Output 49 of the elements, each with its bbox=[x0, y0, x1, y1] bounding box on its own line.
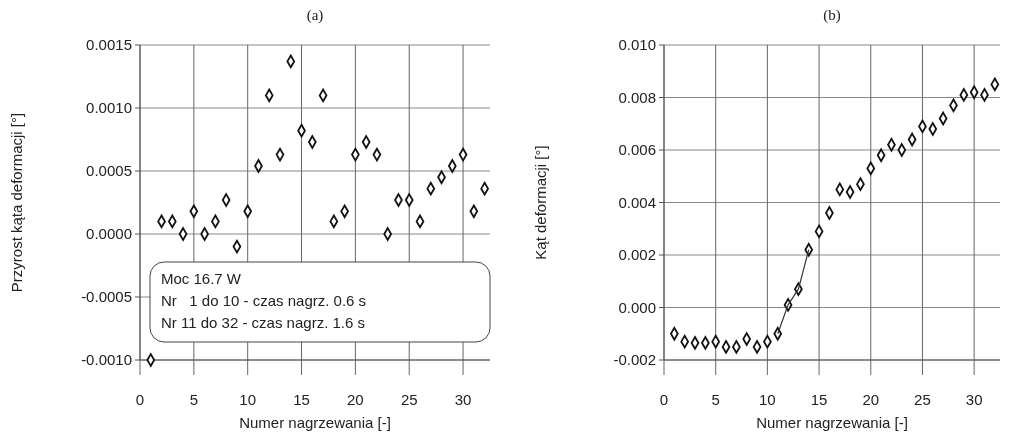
x-tick-label: 5 bbox=[711, 391, 720, 408]
point bbox=[928, 122, 938, 136]
point bbox=[959, 88, 969, 102]
x-axis-title: Numer nagrzewania [-] bbox=[756, 414, 908, 431]
point bbox=[721, 340, 731, 354]
y-tick-label: 0.0010 bbox=[86, 99, 132, 117]
point bbox=[752, 340, 762, 354]
y-tick-label: 0.002 bbox=[618, 246, 656, 264]
y-tick-label: 0.000 bbox=[618, 298, 656, 316]
x-tick-label: 10 bbox=[239, 391, 257, 408]
x-tick-label: 25 bbox=[400, 391, 418, 408]
y-tick-label: 0.008 bbox=[618, 88, 656, 106]
x-tick-label: 25 bbox=[914, 391, 931, 408]
y-tick-label: 0.0000 bbox=[86, 225, 132, 243]
x-tick-label: 0 bbox=[135, 391, 145, 408]
y-tick-label: 0.0015 bbox=[86, 36, 132, 54]
annotation: Moc 16.7 W bbox=[161, 270, 242, 287]
x-tick-label: 20 bbox=[347, 391, 364, 408]
y-tick-label: 0.006 bbox=[618, 141, 656, 159]
x-tick-label: 30 bbox=[965, 391, 983, 408]
y-tick-label: 0.004 bbox=[618, 193, 656, 211]
x-tick-label: 15 bbox=[293, 391, 310, 408]
annotation: Nr 1 do 10 - czas nagrz. 0.6 s bbox=[161, 292, 367, 309]
y-tick-label: -0.0005 bbox=[81, 288, 132, 306]
point bbox=[361, 135, 371, 149]
x-tick-label: 15 bbox=[810, 391, 828, 408]
point bbox=[178, 227, 188, 241]
x-tick-label: 30 bbox=[454, 391, 472, 408]
annotation: Nr 11 do 32 - czas nagrz. 1.6 s bbox=[161, 314, 365, 331]
y-axis-title: Kąt deformacji [°] bbox=[532, 145, 549, 260]
x-tick-label: 10 bbox=[759, 391, 776, 408]
point bbox=[221, 193, 231, 207]
point bbox=[845, 185, 855, 199]
point bbox=[897, 143, 907, 157]
x-tick-label: 5 bbox=[189, 391, 199, 408]
point bbox=[146, 353, 156, 367]
y-tick-label: -0.002 bbox=[613, 351, 656, 369]
x-axis-title: Numer nagrzewania [-] bbox=[239, 414, 391, 431]
y-axis-title: Przyrost kąta deformacji [°] bbox=[8, 112, 25, 293]
y-tick-label: -0.0010 bbox=[81, 351, 132, 369]
point bbox=[690, 336, 700, 350]
point bbox=[404, 193, 414, 207]
x-tick-label: 20 bbox=[862, 391, 880, 408]
chart-title: (b) bbox=[823, 7, 841, 24]
y-tick-label: 0.010 bbox=[618, 36, 656, 54]
x-tick-label: 0 bbox=[659, 391, 669, 408]
point bbox=[742, 332, 752, 346]
y-tick-label: 0.0005 bbox=[86, 162, 132, 180]
chart-title: (a) bbox=[306, 7, 324, 24]
